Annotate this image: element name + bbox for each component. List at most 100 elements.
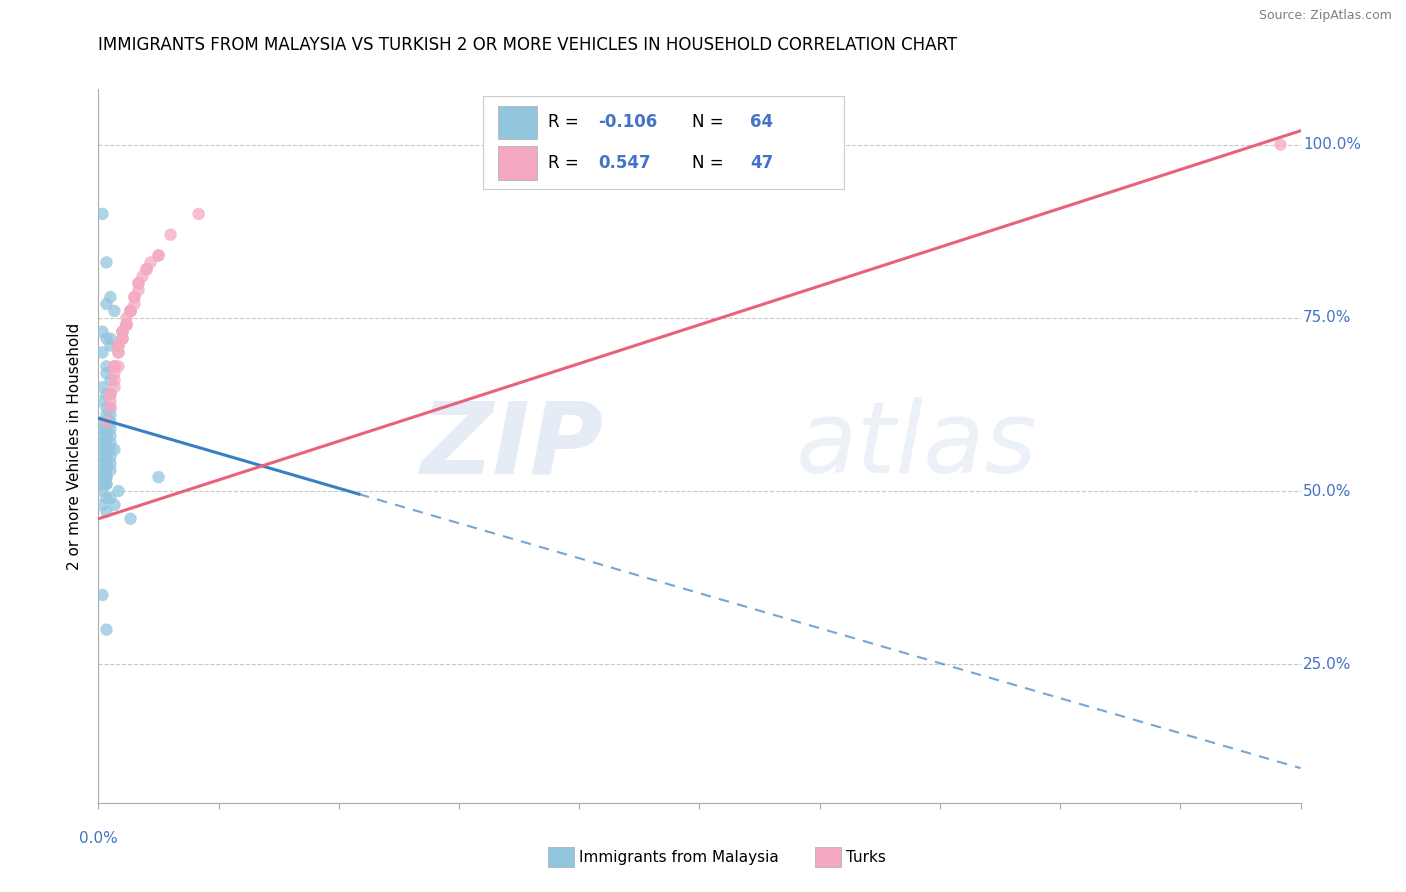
Point — [96, 359, 118, 374]
Point — [159, 227, 181, 242]
Point — [100, 373, 122, 387]
Point — [115, 318, 138, 332]
Point — [120, 304, 142, 318]
Point — [103, 304, 125, 318]
Point — [131, 269, 153, 284]
Point — [1270, 137, 1292, 152]
Point — [96, 477, 118, 491]
Point — [103, 359, 125, 374]
Point — [96, 463, 118, 477]
Point — [91, 394, 114, 409]
Point — [100, 401, 122, 415]
Point — [120, 304, 142, 318]
Point — [100, 435, 122, 450]
Point — [115, 310, 138, 325]
Point — [107, 338, 129, 352]
Point — [96, 623, 118, 637]
Point — [91, 588, 114, 602]
Point — [115, 318, 138, 332]
Point — [96, 470, 118, 484]
Point — [107, 345, 129, 359]
Text: 25.0%: 25.0% — [1303, 657, 1351, 672]
Point — [100, 332, 122, 346]
Point — [96, 477, 118, 491]
Point — [96, 428, 118, 442]
Point — [100, 442, 122, 457]
Text: Immigrants from Malaysia: Immigrants from Malaysia — [579, 850, 779, 864]
Point — [96, 401, 118, 415]
Text: 100.0%: 100.0% — [1303, 137, 1361, 153]
Point — [96, 415, 118, 429]
Point — [120, 304, 142, 318]
Point — [120, 512, 142, 526]
Point — [100, 422, 122, 436]
Point — [91, 470, 114, 484]
Point — [107, 338, 129, 352]
Point — [96, 422, 118, 436]
Point — [100, 408, 122, 422]
Point — [91, 450, 114, 464]
Point — [111, 332, 134, 346]
Point — [111, 332, 134, 346]
Point — [100, 415, 122, 429]
Point — [120, 304, 142, 318]
Point — [148, 470, 170, 484]
Point — [96, 456, 118, 470]
Point — [124, 297, 146, 311]
Point — [91, 380, 114, 394]
Text: atlas: atlas — [796, 398, 1038, 494]
Point — [100, 338, 122, 352]
Point — [107, 483, 129, 498]
Point — [96, 491, 118, 505]
Point — [96, 408, 118, 422]
Point — [111, 325, 134, 339]
Point — [107, 338, 129, 352]
Point — [96, 297, 118, 311]
Point — [100, 428, 122, 442]
Point — [107, 359, 129, 374]
Text: Source: ZipAtlas.com: Source: ZipAtlas.com — [1258, 9, 1392, 22]
Point — [103, 380, 125, 394]
Text: 50.0%: 50.0% — [1303, 483, 1351, 499]
Point — [91, 207, 114, 221]
Point — [100, 456, 122, 470]
Point — [148, 248, 170, 262]
Text: 75.0%: 75.0% — [1303, 310, 1351, 326]
Point — [103, 373, 125, 387]
Point — [96, 387, 118, 401]
Point — [91, 477, 114, 491]
Point — [91, 483, 114, 498]
Point — [96, 366, 118, 380]
Point — [91, 325, 114, 339]
Point — [100, 450, 122, 464]
Point — [111, 325, 134, 339]
Point — [96, 442, 118, 457]
Point — [124, 290, 146, 304]
Point — [91, 456, 114, 470]
Point — [103, 366, 125, 380]
Point — [128, 276, 150, 290]
Point — [91, 435, 114, 450]
Point — [103, 359, 125, 374]
Point — [91, 442, 114, 457]
Point — [91, 415, 114, 429]
Point — [100, 290, 122, 304]
Point — [100, 387, 122, 401]
Point — [96, 435, 118, 450]
Point — [100, 394, 122, 409]
Y-axis label: 2 or more Vehicles in Household: 2 or more Vehicles in Household — [67, 322, 83, 570]
Point — [91, 345, 114, 359]
Point — [115, 318, 138, 332]
Text: IMMIGRANTS FROM MALAYSIA VS TURKISH 2 OR MORE VEHICLES IN HOUSEHOLD CORRELATION : IMMIGRANTS FROM MALAYSIA VS TURKISH 2 OR… — [98, 36, 957, 54]
Point — [103, 442, 125, 457]
Point — [96, 456, 118, 470]
Point — [111, 325, 134, 339]
Point — [103, 498, 125, 512]
Point — [91, 498, 114, 512]
Text: 0.0%: 0.0% — [79, 831, 118, 847]
Point — [128, 276, 150, 290]
Text: ZIP: ZIP — [420, 398, 603, 494]
Point — [120, 304, 142, 318]
Point — [135, 262, 157, 277]
Point — [96, 450, 118, 464]
